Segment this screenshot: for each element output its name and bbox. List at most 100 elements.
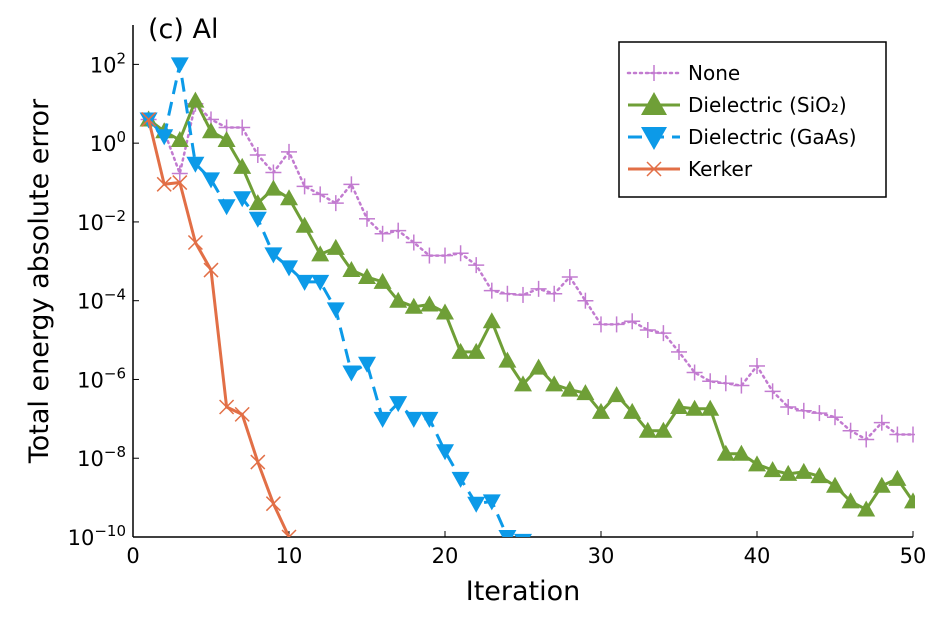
legend: None Dielectric (SiO₂) Dielectric (GaAs) Ke… xyxy=(618,41,887,198)
legend-marker-0 xyxy=(646,65,662,81)
data-point-3-1 xyxy=(156,176,172,192)
data-point-1-46 xyxy=(857,500,876,517)
data-point-2-24 xyxy=(514,533,532,537)
data-point-1-26 xyxy=(545,375,564,392)
legend-label-3: Kerker xyxy=(688,157,753,181)
data-point-3-5 xyxy=(219,399,235,415)
data-point-0-24 xyxy=(515,286,531,303)
legend-marker-2 xyxy=(641,127,667,150)
data-point-3-8 xyxy=(265,496,281,512)
data-point-0-28 xyxy=(577,292,594,309)
legend-label-1: Dielectric (SiO₂) xyxy=(688,93,847,117)
data-point-3-6 xyxy=(234,406,250,422)
data-point-1-14 xyxy=(358,267,376,284)
data-point-2-12 xyxy=(326,302,345,319)
data-point-1-27 xyxy=(560,380,579,397)
data-point-1-17 xyxy=(404,297,423,314)
data-point-1-30 xyxy=(607,386,626,403)
data-point-2-14 xyxy=(358,356,376,373)
data-point-3-0 xyxy=(141,111,157,127)
data-point-3-3 xyxy=(187,234,203,251)
data-point-1-23 xyxy=(498,351,517,368)
data-point-1-11 xyxy=(311,245,330,262)
data-point-0-29 xyxy=(593,316,609,333)
data-point-1-5 xyxy=(217,131,236,148)
series-line-0 xyxy=(147,102,915,441)
y-tick-label: 10−2 xyxy=(77,207,126,235)
legend-box xyxy=(618,41,887,198)
data-point-1-18 xyxy=(420,295,439,312)
data-point-0-41 xyxy=(780,398,797,415)
data-point-1-24 xyxy=(514,375,532,392)
data-point-1-38 xyxy=(732,444,751,461)
data-point-1-31 xyxy=(623,402,642,419)
data-point-0-20 xyxy=(452,245,469,262)
data-point-3-9 xyxy=(281,529,297,537)
data-point-1-7 xyxy=(248,194,267,211)
data-point-0-16 xyxy=(390,222,407,239)
data-point-0-42 xyxy=(795,402,812,419)
data-point-2-19 xyxy=(436,444,454,461)
data-point-1-49 xyxy=(904,492,915,509)
data-point-1-36 xyxy=(701,399,720,416)
data-point-2-11 xyxy=(311,274,330,291)
data-point-0-9 xyxy=(281,143,297,160)
data-point-3-2 xyxy=(172,175,188,191)
data-point-0-7 xyxy=(249,147,266,164)
data-point-0-2 xyxy=(171,165,188,182)
data-point-1-44 xyxy=(826,476,844,493)
data-point-2-3 xyxy=(186,156,205,173)
data-point-0-26 xyxy=(546,285,563,302)
x-tick-label: 30 xyxy=(588,544,615,568)
data-point-3-7 xyxy=(250,454,266,470)
data-point-1-41 xyxy=(779,464,798,481)
data-point-1-28 xyxy=(576,384,595,401)
data-point-0-48 xyxy=(889,426,906,443)
legend-label-2: Dielectric (GaAs) xyxy=(688,125,857,149)
legend-marker-1 xyxy=(641,92,667,115)
data-point-0-40 xyxy=(764,383,781,400)
data-point-1-15 xyxy=(373,272,392,289)
data-point-2-16 xyxy=(389,396,408,413)
data-point-1-8 xyxy=(264,179,283,196)
data-point-2-21 xyxy=(467,496,486,513)
data-point-0-11 xyxy=(312,186,329,203)
data-point-1-22 xyxy=(482,312,501,329)
legend-label-0: None xyxy=(688,61,740,85)
y-tick-label: 10−8 xyxy=(77,443,126,471)
data-point-1-3 xyxy=(186,91,205,108)
data-point-1-37 xyxy=(716,444,735,461)
plot-area xyxy=(139,57,915,537)
data-point-1-45 xyxy=(841,492,860,509)
data-point-1-32 xyxy=(638,421,657,438)
data-point-0-17 xyxy=(405,234,422,251)
data-point-0-27 xyxy=(561,268,578,285)
data-point-1-25 xyxy=(529,358,548,375)
data-point-0-10 xyxy=(296,178,313,195)
data-point-1-21 xyxy=(467,342,486,359)
data-point-1-35 xyxy=(685,399,704,416)
data-point-1-48 xyxy=(888,469,907,486)
data-point-0-37 xyxy=(717,375,734,392)
data-point-0-44 xyxy=(827,409,843,426)
series-line-3 xyxy=(147,119,291,537)
data-point-0-35 xyxy=(686,364,703,381)
data-point-0-25 xyxy=(530,280,547,297)
data-point-0-47 xyxy=(873,414,890,431)
data-point-2-5 xyxy=(217,199,236,216)
x-tick-label: 10 xyxy=(276,544,303,568)
y-tick-label: 10−4 xyxy=(77,286,126,314)
data-point-0-21 xyxy=(468,257,485,274)
data-point-1-33 xyxy=(654,421,673,438)
y-tick-label: 102 xyxy=(90,49,126,77)
data-point-1-2 xyxy=(170,131,189,148)
data-point-0-36 xyxy=(702,373,719,390)
x-tick-label: 40 xyxy=(744,544,771,568)
data-point-0-6 xyxy=(234,119,251,136)
data-point-1-10 xyxy=(295,216,314,233)
data-point-2-8 xyxy=(264,247,283,264)
data-point-1-13 xyxy=(342,261,361,278)
y-tick-label: 10−10 xyxy=(68,522,126,550)
